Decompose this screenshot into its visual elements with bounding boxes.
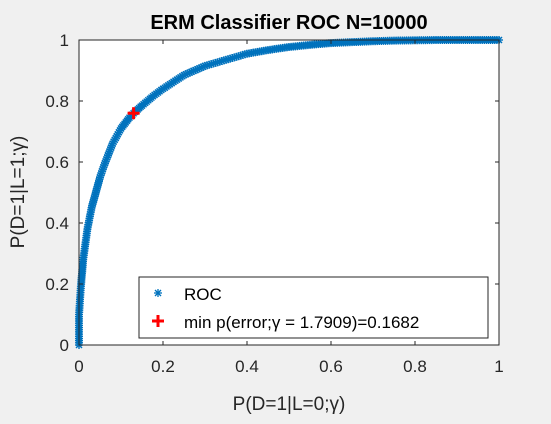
y-axis-ticks: 0 0.2 0.4 0.6 0.8 1 <box>45 31 499 355</box>
x-tick-label: 0.6 <box>319 357 343 376</box>
x-tick-label: 0.2 <box>151 357 175 376</box>
y-tick-label: 0.2 <box>45 275 69 294</box>
legend-box <box>138 276 489 339</box>
x-tick-label: 0.8 <box>403 357 427 376</box>
y-tick-label: 0.4 <box>45 214 69 233</box>
x-tick-label: 0 <box>74 357 83 376</box>
y-tick-label: 1 <box>60 31 69 50</box>
chart-title: ERM Classifier ROC N=10000 <box>150 12 427 34</box>
legend-roc-label: ROC <box>184 285 222 304</box>
legend-roc-marker <box>154 289 162 297</box>
y-tick-label: 0.8 <box>45 92 69 111</box>
min-error-point <box>127 107 140 120</box>
y-tick-label: 0 <box>60 336 69 355</box>
x-axis-label: P(D=1|L=0;γ) <box>233 394 346 415</box>
legend-min-error-label: min p(error;γ = 1.7909)=0.1682 <box>184 313 419 332</box>
plot-area-frame <box>78 39 500 346</box>
y-tick-label: 0.6 <box>45 153 69 172</box>
y-axis-label: P(D=1|L=1;γ) <box>8 136 29 249</box>
legend: ROC min p(error;γ = 1.7909)=0.1682 <box>138 276 489 339</box>
legend-min-error-marker <box>152 315 164 327</box>
min-error-point-series <box>127 107 140 120</box>
x-axis-ticks: 0 0.2 0.4 0.6 0.8 1 <box>74 40 504 376</box>
x-tick-label: 1 <box>494 357 503 376</box>
x-tick-label: 0.4 <box>235 357 259 376</box>
